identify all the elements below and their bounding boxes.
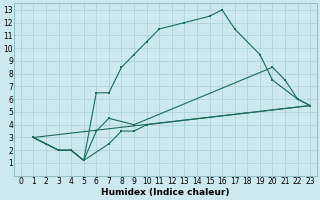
- X-axis label: Humidex (Indice chaleur): Humidex (Indice chaleur): [101, 188, 230, 197]
